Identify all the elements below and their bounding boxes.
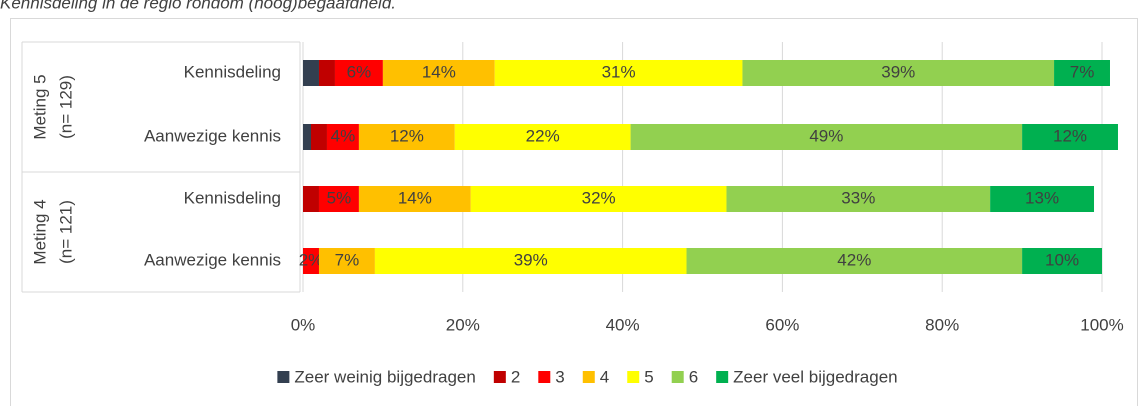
x-tick-label: 100%: [1080, 315, 1123, 334]
legend-swatch: [493, 371, 506, 383]
data-label: 39%: [881, 62, 915, 81]
legend-swatch: [671, 371, 684, 383]
bar-segment: [303, 248, 319, 274]
bar-segment: [382, 60, 495, 86]
legend-swatch: [538, 371, 551, 383]
y-tick-label: Aanwezige kennis: [144, 250, 281, 269]
caption: Kennisdeling in de regio rondom (hoog)be…: [0, 0, 396, 12]
bar-segment: [726, 186, 991, 212]
bar-segment: [686, 248, 1023, 274]
legend: Zeer weinig bijgedragen 2 3 4 5 6 Zeer veel bi…: [277, 367, 898, 386]
y-tick-label: Kennisdeling: [184, 188, 281, 207]
bar-segment: [358, 186, 471, 212]
legend-swatch: [277, 371, 290, 383]
data-label: 5%: [327, 188, 352, 207]
data-label: 7%: [1070, 62, 1095, 81]
category-frame: [21, 41, 301, 293]
legend-label: 6: [689, 367, 698, 386]
bar-segment: [334, 60, 383, 86]
bar-segment: [303, 124, 311, 150]
group-subtitle: (n= 121): [56, 200, 75, 264]
data-label: 12%: [1053, 126, 1087, 145]
legend-label: 2: [511, 367, 520, 386]
bar-segment: [630, 124, 1023, 150]
data-label: 4%: [331, 126, 356, 145]
bar-segment: [303, 60, 319, 86]
data-label: 33%: [841, 188, 875, 207]
bar-segment: [358, 124, 455, 150]
bar-segment: [494, 60, 743, 86]
group-label: Meting 4: [30, 199, 49, 264]
data-label: 12%: [390, 126, 424, 145]
x-tick-label: 40%: [606, 315, 640, 334]
legend-label: 5: [644, 367, 653, 386]
data-label: 7%: [335, 250, 360, 269]
group-label: Meting 5: [30, 74, 49, 139]
data-label: 39%: [514, 250, 548, 269]
x-tick-label: 60%: [765, 315, 799, 334]
bar-segment: [318, 60, 335, 86]
bar-segment: [470, 186, 727, 212]
legend-swatch: [716, 371, 729, 383]
y-tick-label: Kennisdeling: [184, 62, 281, 81]
bar-segment: [318, 186, 359, 212]
bar-segment: [454, 124, 631, 150]
bar-segment: [374, 248, 687, 274]
data-label: 10%: [1045, 250, 1079, 269]
bar-segment: [1054, 60, 1110, 86]
legend-label: 4: [600, 367, 609, 386]
x-tick-label: 80%: [925, 315, 959, 334]
bar-segment: [990, 186, 1095, 212]
data-label: 49%: [809, 126, 843, 145]
bar-segment: [1022, 124, 1118, 150]
data-label: 31%: [602, 62, 636, 81]
legend-label: Zeer veel bijgedragen: [733, 367, 897, 386]
x-tick-label: 0%: [291, 315, 316, 334]
data-label: 14%: [422, 62, 456, 81]
data-label: 6%: [347, 62, 372, 81]
legend-label: Zeer weinig bijgedragen: [294, 367, 475, 386]
chart-border: [10, 18, 1138, 406]
bar-segment: [310, 124, 327, 150]
data-label: 42%: [837, 250, 871, 269]
legend-label: 3: [555, 367, 564, 386]
data-label: 32%: [582, 188, 616, 207]
bar-segment: [742, 60, 1055, 86]
data-label: 2%: [299, 250, 324, 269]
bar-segment: [326, 124, 359, 150]
data-label: 22%: [526, 126, 560, 145]
group-subtitle: (n= 129): [56, 75, 75, 139]
data-label: 13%: [1025, 188, 1059, 207]
legend-swatch: [627, 371, 640, 383]
bar-segment: [1022, 248, 1102, 274]
data-label: 14%: [398, 188, 432, 207]
x-tick-label: 20%: [446, 315, 480, 334]
bar-segment: [318, 248, 375, 274]
bar-segment: [303, 186, 319, 212]
legend-swatch: [582, 371, 595, 383]
y-tick-label: Aanwezige kennis: [144, 126, 281, 145]
